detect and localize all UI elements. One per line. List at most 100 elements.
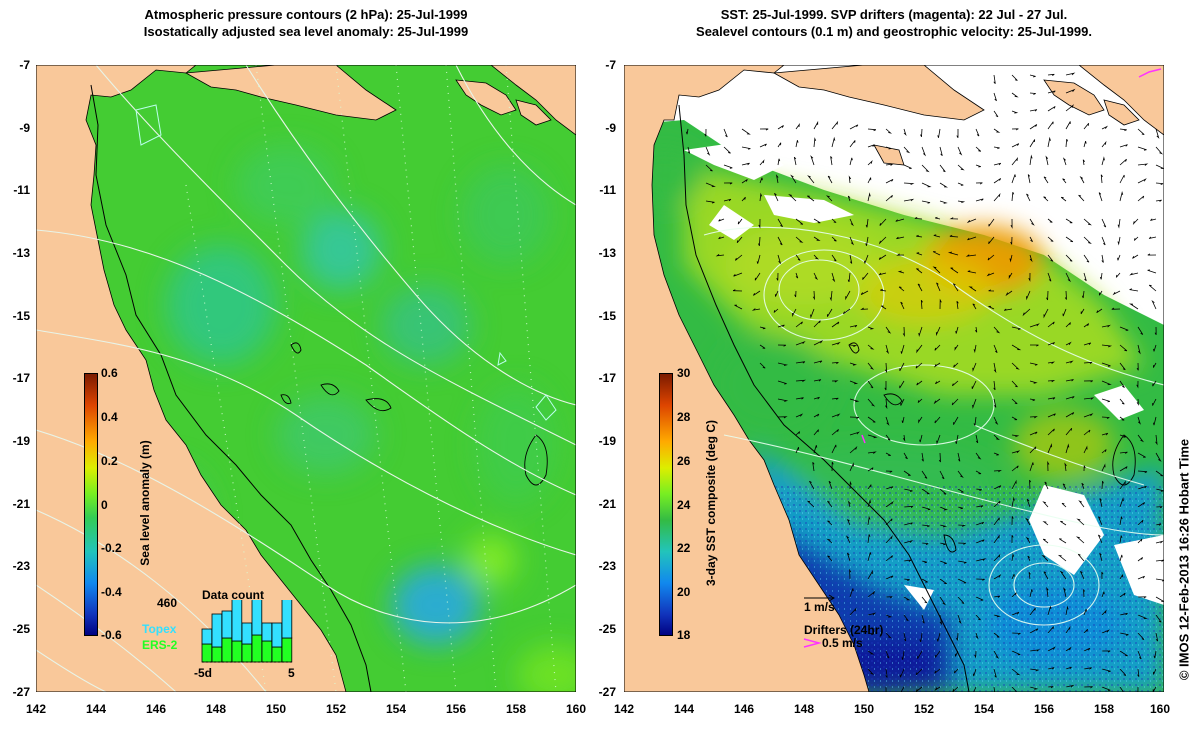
velocity-arrow: [975, 558, 987, 562]
velocity-arrow: [1101, 463, 1106, 472]
velocity-arrow: [723, 164, 733, 169]
velocity-arrow: [827, 520, 833, 526]
velocity-arrow: [1065, 104, 1074, 112]
velocity-arrow: [1137, 668, 1140, 677]
velocity-arrow: [1115, 272, 1121, 278]
velocity-arrow: [723, 182, 733, 185]
velocity-arrow: [826, 538, 833, 544]
velocity-arrow: [1011, 110, 1019, 114]
velocity-arrow: [993, 469, 1002, 473]
velocity-arrow: [1005, 290, 1013, 297]
histogram-chart: [201, 600, 294, 663]
velocity-arrow: [849, 218, 854, 227]
velocity-arrow: [1047, 686, 1054, 689]
velocity-arrow: [975, 434, 979, 444]
velocity-arrow: [939, 182, 949, 188]
velocity-arrow: [1011, 611, 1020, 616]
velocity-arrow: [967, 270, 977, 274]
velocity-arrow: [993, 192, 1001, 202]
velocity-arrow: [1041, 554, 1049, 562]
left-colorbar-tick: -0.6: [101, 628, 122, 642]
velocity-arrow: [1153, 344, 1157, 352]
velocity-arrow: [793, 156, 797, 166]
left-y-tick: -21: [12, 497, 30, 511]
velocity-arrow: [845, 290, 851, 301]
velocity-arrow: [1029, 362, 1038, 366]
velocity-arrow: [993, 326, 1001, 334]
velocity-arrow: [993, 553, 1001, 562]
right-colorbar-tick: 22: [677, 541, 691, 555]
velocity-arrow: [975, 198, 984, 202]
velocity-arrow: [777, 416, 788, 419]
drifter-track-ne: [1138, 68, 1162, 78]
velocity-arrow: [921, 164, 930, 173]
velocity-arrow: [1029, 431, 1038, 436]
velocity-arrow: [828, 480, 833, 490]
velocity-arrow: [932, 266, 941, 274]
velocity-arrow: [898, 286, 905, 292]
velocity-arrow: [1065, 412, 1075, 418]
velocity-arrow: [1101, 125, 1108, 130]
left-x-tick: 158: [505, 702, 527, 716]
velocity-arrow: [955, 326, 959, 334]
velocity-arrow: [807, 500, 815, 508]
velocity-arrow: [1119, 362, 1126, 371]
velocity-arrow: [885, 194, 893, 202]
velocity-arrow: [885, 686, 887, 692]
velocity-arrow: [957, 506, 963, 510]
velocity-arrow: [1119, 174, 1125, 184]
left-x-tick: 142: [25, 702, 47, 716]
velocity-arrow: [1129, 288, 1139, 292]
velocity-arrow: [849, 124, 859, 130]
velocity-arrow: [1011, 535, 1014, 543]
velocity-arrow: [827, 555, 833, 562]
velocity-arrow: [885, 535, 893, 544]
velocity-arrow: [774, 290, 779, 297]
velocity-arrow: [1047, 90, 1056, 94]
velocity-arrow: [831, 444, 837, 454]
velocity-arrow: [1137, 452, 1146, 458]
velocity-arrow: [885, 146, 892, 150]
velocity-arrow: [968, 286, 977, 292]
right-colorbar-label: 3-day SST composite (deg C): [704, 419, 718, 587]
velocity-arrow: [813, 445, 818, 454]
velocity-arrow: [795, 340, 806, 346]
velocity-arrow: [1101, 218, 1107, 228]
left-y-tick: -9: [19, 121, 30, 135]
velocity-arrow: [1043, 196, 1049, 202]
left-y-tick: -11: [13, 183, 30, 197]
velocity-arrow: [885, 470, 893, 473]
velocity-arrow: [957, 524, 966, 527]
velocity-arrow: [1083, 218, 1092, 226]
left-title-line1: Atmospheric pressure contours (2 hPa): 2…: [144, 7, 468, 22]
velocity-arrow: [1027, 555, 1031, 562]
velocity-arrow: [972, 303, 977, 310]
velocity-arrow: [1098, 534, 1103, 544]
velocity-arrow: [1083, 465, 1086, 472]
velocity-arrow: [759, 344, 766, 349]
velocity-arrow: [759, 192, 763, 202]
velocity-arrow: [1011, 573, 1015, 580]
velocity-arrow: [843, 308, 851, 315]
right-title-line2: Sealevel contours (0.1 m) and geostrophi…: [696, 24, 1092, 39]
velocity-arrow: [1065, 88, 1076, 94]
vector-scale-label: 1 m/s: [804, 600, 835, 614]
velocity-arrow: [1137, 632, 1145, 640]
left-colorbar-tick: -0.2: [101, 541, 122, 555]
velocity-arrow: [965, 254, 977, 257]
velocity-arrow: [939, 200, 948, 204]
velocity-arrow: [1010, 218, 1013, 229]
velocity-arrow: [1119, 650, 1128, 657]
velocity-arrow: [718, 218, 725, 222]
velocity-arrow: [975, 488, 982, 491]
velocity-arrow: [973, 686, 977, 692]
histogram-bar-ers2: [261, 640, 273, 663]
velocity-arrow: [921, 488, 930, 495]
velocity-arrow: [829, 290, 833, 302]
velocity-arrow: [957, 200, 966, 204]
velocity-arrow: [1101, 650, 1111, 653]
velocity-arrow: [933, 362, 941, 368]
velocity-arrow: [831, 254, 837, 262]
velocity-arrow: [831, 461, 834, 472]
velocity-arrow: [867, 434, 878, 439]
